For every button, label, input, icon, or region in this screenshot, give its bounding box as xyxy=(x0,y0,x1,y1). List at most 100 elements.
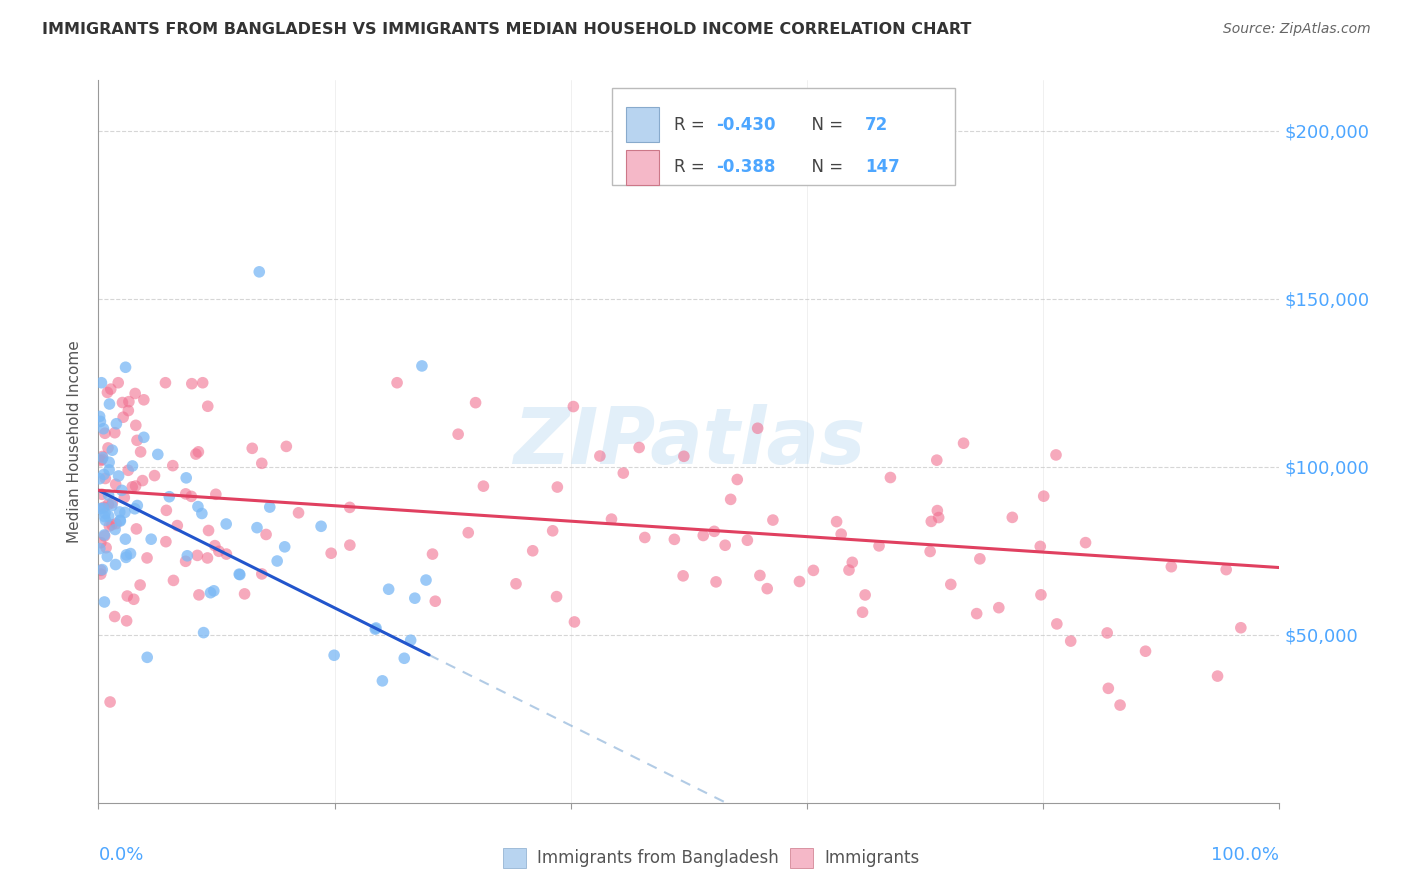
Point xyxy=(247,265,270,279)
Point xyxy=(97,497,120,511)
Point xyxy=(104,425,127,440)
Point xyxy=(125,418,148,433)
Point xyxy=(111,483,134,498)
Point xyxy=(120,547,142,561)
Point xyxy=(825,515,848,529)
Point xyxy=(339,538,361,552)
Point xyxy=(112,491,135,505)
Point xyxy=(124,479,146,493)
Point xyxy=(180,489,202,503)
Text: 72: 72 xyxy=(865,116,889,134)
Point xyxy=(259,500,281,514)
Point xyxy=(634,531,657,545)
Bar xyxy=(612,87,955,185)
Point xyxy=(93,500,115,515)
Point xyxy=(952,436,974,450)
Point xyxy=(276,439,298,453)
Point xyxy=(228,567,250,582)
Point xyxy=(191,507,214,521)
Point xyxy=(94,513,117,527)
Point xyxy=(879,470,901,484)
Point xyxy=(90,567,112,582)
Point xyxy=(737,533,759,548)
Point xyxy=(141,532,163,546)
Point xyxy=(404,591,426,606)
Point xyxy=(215,516,238,531)
Bar xyxy=(626,107,659,142)
Point xyxy=(747,421,769,435)
Point xyxy=(132,392,155,407)
Point xyxy=(202,583,225,598)
Point xyxy=(98,463,121,477)
Point xyxy=(93,529,115,543)
Bar xyxy=(626,150,659,185)
Point xyxy=(208,544,231,558)
Point xyxy=(205,487,228,501)
Point xyxy=(98,695,121,709)
Point xyxy=(174,487,197,501)
Point xyxy=(187,445,209,459)
Point xyxy=(93,501,115,516)
Point xyxy=(93,595,115,609)
Point xyxy=(851,605,873,619)
Point xyxy=(789,574,811,589)
Point xyxy=(339,500,361,515)
Point xyxy=(1001,510,1024,524)
Point xyxy=(105,516,128,531)
Point xyxy=(94,426,117,441)
Point xyxy=(94,471,117,485)
Point xyxy=(987,600,1010,615)
Point xyxy=(1109,698,1132,712)
Point xyxy=(564,615,586,629)
Point xyxy=(1230,621,1253,635)
Point xyxy=(1045,448,1067,462)
Point xyxy=(1074,535,1097,549)
Point xyxy=(101,499,124,513)
Text: 100.0%: 100.0% xyxy=(1212,847,1279,864)
Point xyxy=(136,550,159,565)
Point xyxy=(399,633,422,648)
Point xyxy=(117,403,139,417)
Point xyxy=(114,360,136,375)
Point xyxy=(703,524,725,539)
Point xyxy=(377,582,399,597)
Point xyxy=(664,533,686,547)
Point xyxy=(174,471,197,485)
Point xyxy=(93,422,115,436)
Point xyxy=(115,550,138,565)
Point xyxy=(229,567,252,582)
Point xyxy=(714,538,737,552)
Point xyxy=(853,588,876,602)
Point xyxy=(107,376,129,390)
Point xyxy=(1032,489,1054,503)
Point xyxy=(96,549,118,564)
Point xyxy=(364,622,387,636)
Point xyxy=(1097,681,1119,696)
Point xyxy=(748,568,770,582)
Point xyxy=(98,455,121,469)
Y-axis label: Median Household Income: Median Household Income xyxy=(67,340,83,543)
Point xyxy=(464,395,486,409)
Point xyxy=(121,480,143,494)
Point xyxy=(628,441,651,455)
Point xyxy=(692,528,714,542)
Point xyxy=(589,449,612,463)
Point xyxy=(129,578,152,592)
Point xyxy=(100,382,122,396)
Point xyxy=(928,510,950,524)
Point xyxy=(127,499,149,513)
Point xyxy=(838,563,860,577)
Point xyxy=(115,548,138,562)
Point xyxy=(969,551,991,566)
Point xyxy=(114,532,136,546)
Point xyxy=(756,582,779,596)
Point xyxy=(91,450,114,465)
Point xyxy=(541,524,564,538)
Point xyxy=(920,515,942,529)
Point xyxy=(187,588,209,602)
Point xyxy=(321,546,343,560)
Point xyxy=(672,569,695,583)
Point xyxy=(309,519,332,533)
Point xyxy=(200,585,222,599)
Text: -0.388: -0.388 xyxy=(716,159,776,177)
